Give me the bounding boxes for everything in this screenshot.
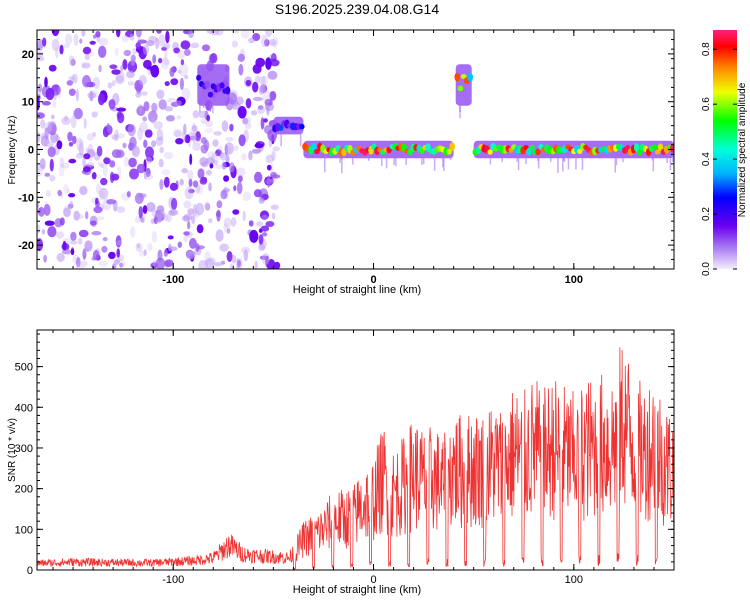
- colorbar-ticks: 0.0 0.2 0.4 0.6 0.8: [701, 42, 737, 276]
- spectrogram-feature-3: [302, 140, 455, 174]
- snr-frame: [36, 329, 675, 571]
- snr-x-tick-label: 0: [370, 574, 376, 586]
- spectrogram-x-tick-label: -100: [162, 274, 184, 286]
- spectrogram-feature-5: [472, 140, 674, 173]
- snr-panel: -100 0 100 0 100 200 300 400 500 Height of strai…: [7, 329, 675, 596]
- spectrogram-x-label: Height of straight line (km): [293, 284, 421, 296]
- spectrogram-feature-2: [272, 116, 305, 147]
- spectrogram-x-tick-label: 100: [565, 274, 583, 286]
- colorbar-tick-label: 0.8: [701, 42, 712, 56]
- spectrogram-y-tick-label: 10: [22, 97, 34, 109]
- spectrogram-y-tick-label: 0: [28, 145, 34, 157]
- colorbar-tick-label: 0.4: [701, 152, 712, 166]
- spectrogram-y-tick-label: -20: [18, 240, 34, 252]
- spectrogram-feature-0: [37, 30, 281, 269]
- spectrogram-feature-1: [196, 64, 231, 113]
- snr-x-label: Height of straight line (km): [293, 584, 421, 596]
- figure-title: S196.2025.239.04.08.G14: [275, 1, 439, 17]
- spectrogram-y-tick-label: 20: [22, 49, 34, 61]
- snr-y-tick-label: 300: [15, 443, 33, 455]
- snr-axes: -100 0 100 0 100 200 300 400 500: [15, 330, 675, 586]
- colorbar-tick-label: 0.2: [701, 207, 712, 221]
- snr-x-tick-label: -100: [162, 574, 184, 586]
- colorbar-label: Normalized spectral amplitude: [737, 82, 748, 217]
- snr-series-line: [37, 347, 674, 570]
- snr-y-tick-label: 200: [15, 484, 33, 496]
- snr-y-tick-label: 400: [15, 402, 33, 414]
- snr-y-tick-label: 0: [27, 565, 33, 577]
- snr-x-tick-label: 100: [565, 574, 583, 586]
- spectrogram-y-tick-label: -10: [18, 192, 34, 204]
- colorbar: 0.0 0.2 0.4 0.6 0.8 Normalized spectral ampl…: [701, 30, 748, 276]
- spectrogram-image: [37, 30, 674, 269]
- snr-y-label: SNR (10 * v/v): [7, 418, 18, 482]
- colorbar-tick-label: 0.6: [701, 97, 712, 111]
- snr-y-tick-label: 100: [15, 524, 33, 536]
- snr-y-tick-label: 500: [15, 362, 33, 374]
- colorbar-gradient: [713, 30, 737, 269]
- spectrogram-x-tick-label: 0: [370, 274, 376, 286]
- spectrogram-feature-4: [454, 64, 473, 119]
- spectrogram-y-label: Frequency (Hz): [7, 116, 18, 185]
- colorbar-tick-label: 0.0: [701, 262, 712, 276]
